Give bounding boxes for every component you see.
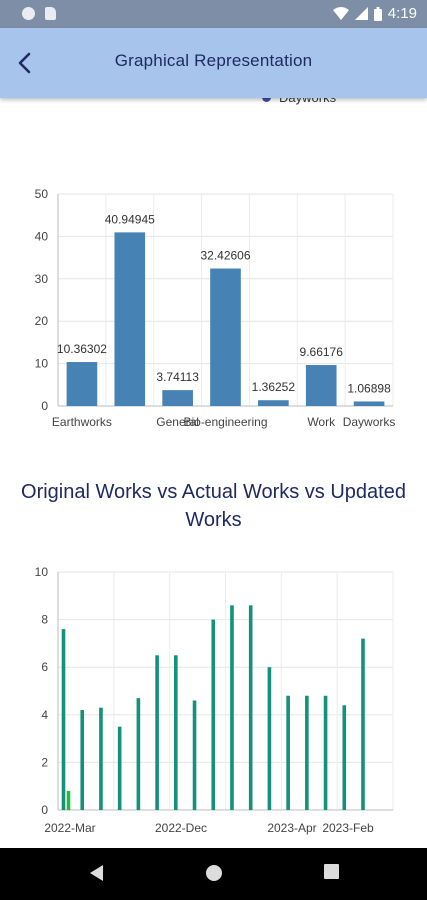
back-button[interactable]: [10, 48, 38, 78]
x-tick-label: 2022-Dec: [155, 821, 207, 835]
signal-icon: [354, 7, 368, 20]
y-tick-label: 20: [35, 314, 49, 328]
notification-dot-icon: [22, 7, 35, 20]
bar: [155, 655, 159, 810]
bar: [117, 726, 122, 810]
x-tick-label: 2022-Mar: [44, 821, 95, 835]
bar: [248, 605, 253, 810]
bar: [99, 707, 103, 810]
bar: [162, 390, 193, 406]
page-title: Graphical Representation: [114, 51, 313, 70]
bar: [114, 232, 146, 406]
y-tick-label: 0: [41, 803, 48, 817]
y-tick-label: 6: [41, 660, 48, 674]
bar: [174, 655, 178, 810]
y-tick-label: 2: [41, 755, 48, 769]
bar: [192, 700, 197, 810]
y-tick-label: 8: [41, 613, 48, 627]
bar: [361, 638, 365, 810]
bar-value-label: 9.66176: [300, 345, 344, 359]
x-tick-label: General: [156, 415, 199, 429]
bar: [210, 268, 241, 406]
nav-recents-icon[interactable]: [324, 864, 339, 879]
y-tick-label: 10: [35, 357, 49, 371]
x-tick-label: Earthworks: [52, 415, 112, 429]
bar: [230, 605, 234, 810]
bar-value-label: 40.94945: [105, 212, 155, 226]
bar: [353, 401, 385, 406]
y-tick-label: 10: [35, 565, 49, 579]
status-time: 4:19: [387, 5, 417, 22]
app-bar: Graphical Representation: [0, 28, 427, 98]
y-tick-label: 0: [41, 399, 48, 413]
nav-home-icon[interactable]: [205, 864, 223, 882]
bar-value-label: 3.74113: [156, 370, 199, 384]
battery-icon: [373, 6, 382, 21]
navigation-bar: [0, 848, 427, 900]
bar: [323, 695, 328, 810]
status-bar: 4:19: [0, 0, 427, 28]
comparison-bar-chart: 0 2 4 6 8 10 2022-Mar 2022-Dec 2023-Apr 2023-Feb: [35, 565, 394, 835]
bar: [258, 400, 289, 406]
bar-value-label: 10.36302: [57, 342, 107, 356]
bar: [66, 362, 98, 406]
nav-back-icon[interactable]: [88, 864, 104, 882]
bar: [66, 790, 71, 810]
y-tick-label: 50: [35, 187, 49, 201]
x-tick-label: Bio-engineering: [183, 415, 267, 429]
comparison-chart-title: Original Works vs Actual Works vs Update…: [21, 481, 406, 531]
bar: [342, 705, 347, 810]
bar-value-label: 1.36252: [252, 380, 296, 394]
x-tick-label: 2023-Feb: [322, 821, 374, 835]
bar: [305, 695, 309, 810]
back-arrow-icon: [18, 52, 31, 74]
bar: [61, 629, 66, 810]
bar: [267, 667, 272, 810]
bar-value-label: 32.42606: [200, 249, 250, 263]
works-bar-chart: 0 10 20 30 40 50 10.36302 Earthworks 40.94945 3.7…: [35, 187, 396, 429]
x-tick-label: 2023-Apr: [267, 821, 316, 835]
x-tick-label: Work: [307, 415, 336, 429]
sd-card-icon: [45, 7, 56, 20]
bar: [286, 695, 290, 810]
bar: [80, 710, 85, 810]
bar: [305, 365, 337, 406]
bar-value-label: 1.06898: [347, 381, 391, 395]
bar: [136, 698, 141, 810]
y-tick-label: 40: [35, 229, 49, 243]
wifi-icon: [332, 6, 349, 20]
x-tick-label: Dayworks: [343, 415, 396, 429]
bar: [211, 619, 216, 810]
y-tick-label: 4: [41, 708, 48, 722]
y-tick-label: 30: [35, 272, 49, 286]
